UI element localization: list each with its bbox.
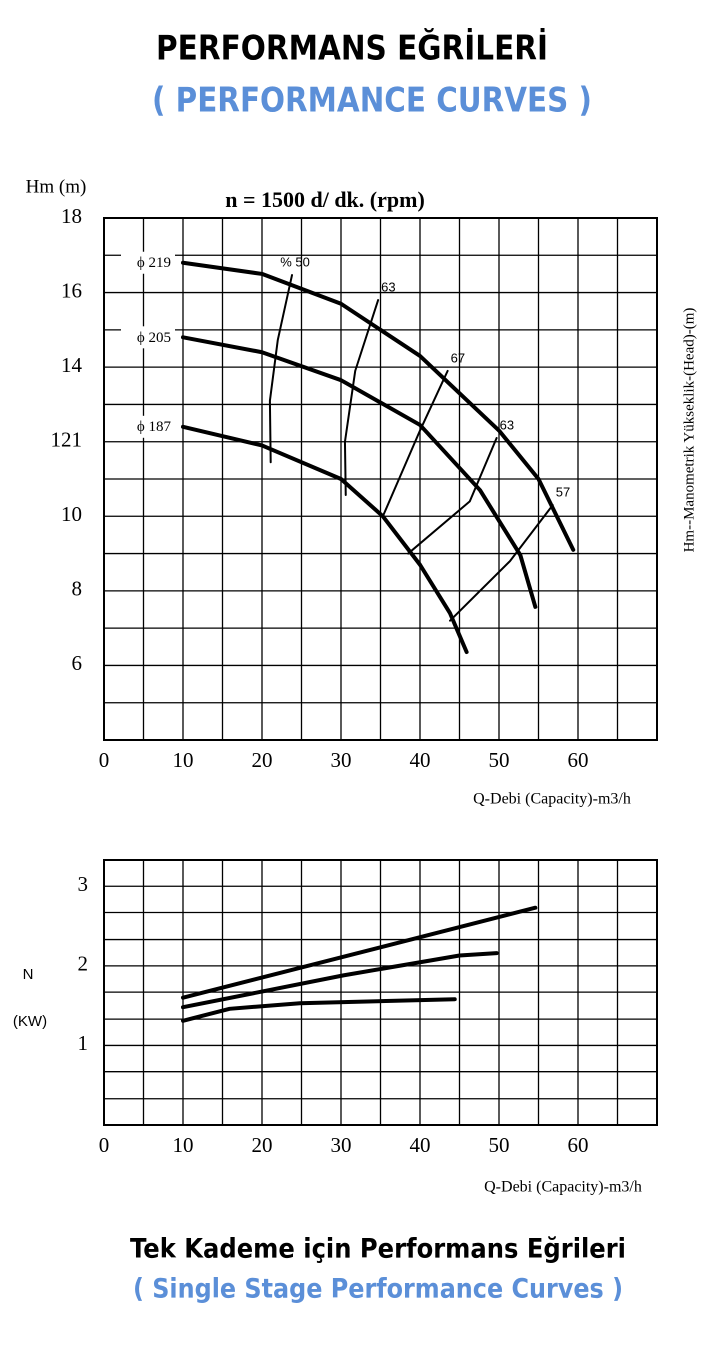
series-label: % 50 — [280, 254, 310, 269]
x-tick-label: 50 — [489, 1133, 510, 1157]
footer-subtitle: ( Single Stage Performance Curves ) — [133, 1274, 623, 1305]
x-tick-label: 20 — [252, 1133, 273, 1157]
x-tick-label: 60 — [568, 1133, 589, 1157]
plot-frame — [103, 217, 658, 741]
curve — [268, 274, 294, 464]
y-tick-label: 8 — [72, 577, 83, 601]
series-label: ϕ 187 — [137, 419, 172, 435]
y-tick-label: 6 — [72, 651, 83, 675]
label-bg — [121, 326, 175, 349]
xlabel-text: Q-Debi (Capacity)-m3/h — [484, 1179, 642, 1196]
y-tick-label: 14 — [61, 353, 83, 377]
label-bg — [121, 251, 175, 274]
x-tick-label: 0 — [99, 1133, 110, 1157]
curve — [181, 335, 538, 609]
title-text: n = 1500 d/ dk. (rpm) — [225, 187, 425, 212]
y-tick-label: 1 — [78, 1031, 89, 1055]
y-tick-label: 3 — [78, 872, 89, 896]
curve — [381, 369, 449, 518]
x-tick-label: 10 — [173, 748, 194, 772]
x-tick-label: 40 — [410, 748, 431, 772]
yunit-text: (KW) — [13, 1013, 47, 1030]
curve — [181, 951, 499, 1010]
x-tick-label: 60 — [568, 748, 589, 772]
x-tick-label: 50 — [489, 748, 510, 772]
y-tick-label: 2 — [78, 952, 89, 976]
label-bg — [121, 415, 175, 438]
xlabel-text: Q-Debi (Capacity)-m3/h — [473, 791, 631, 808]
page-title: PERFORMANS EĞRİLERİ — [156, 28, 548, 69]
y-tick-label: 16 — [61, 278, 82, 302]
series-label: ϕ 219 — [137, 255, 171, 271]
series-label: 63 — [500, 417, 514, 432]
series-label: ϕ 205 — [137, 330, 171, 346]
x-tick-label: 30 — [331, 1133, 352, 1157]
page-subtitle: ( PERFORMANCE CURVES ) — [152, 81, 592, 121]
series-label: 67 — [451, 350, 465, 365]
x-tick-label: 20 — [252, 748, 273, 772]
y-tick-label: 10 — [61, 502, 82, 526]
footer-title: Tek Kademe için Performans Eğrileri — [130, 1234, 626, 1265]
ylabel-text: N — [23, 966, 34, 983]
x-tick-label: 10 — [173, 1133, 194, 1157]
y-tick-label: 18 — [61, 204, 82, 228]
curve — [181, 997, 457, 1023]
curve — [407, 436, 498, 555]
curve — [343, 299, 380, 497]
y-2label-text: Hm--Manometrik Yükseklik-(Head)-(m) — [681, 308, 697, 553]
series-label: 57 — [556, 485, 570, 500]
y-tick-label: 121 — [51, 428, 83, 452]
x-tick-label: 40 — [410, 1133, 431, 1157]
x-tick-label: 0 — [99, 748, 110, 772]
curve — [181, 260, 576, 552]
x-tick-label: 30 — [331, 748, 352, 772]
series-label: 63 — [381, 279, 395, 294]
ylabel-text: Hm (m) — [26, 176, 87, 197]
plot-frame — [103, 859, 658, 1126]
curve — [181, 905, 538, 1000]
curve — [449, 504, 554, 622]
